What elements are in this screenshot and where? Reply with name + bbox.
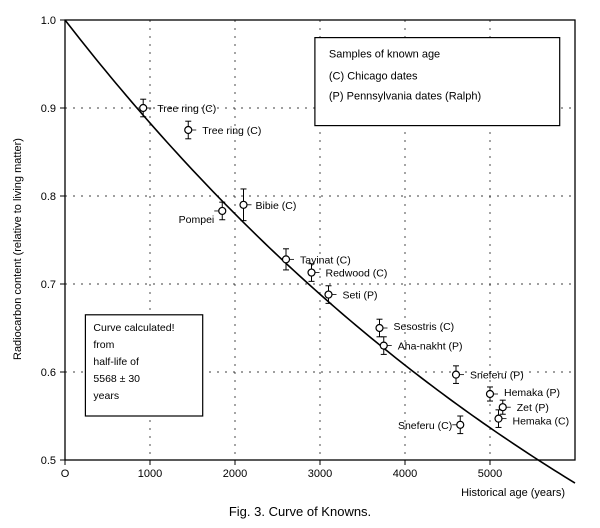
data-point <box>308 269 315 276</box>
y-axis-label: Radiocarbon content (relative to living … <box>12 138 24 360</box>
data-point <box>495 415 502 422</box>
data-point-label: Aha-nakht (P) <box>398 341 463 353</box>
data-point <box>457 421 464 428</box>
x-tick-label: 1000 <box>138 468 162 480</box>
data-point-label: Sneferu (P) <box>470 370 524 382</box>
data-point-label: Redwood (C) <box>326 268 388 280</box>
data-point <box>140 105 147 112</box>
data-point-label: Tayinat (C) <box>300 254 351 266</box>
annotation-line: from <box>93 339 114 351</box>
data-point-label: Zet (P) <box>517 402 549 414</box>
annotation-line: Curve calculated! <box>93 322 174 334</box>
annotation-line: 5568 ± 30 <box>93 373 140 385</box>
data-point <box>219 207 226 214</box>
curve-of-knowns-chart: O 1000 2000 3000 4000 5000 0.5 0.6 0.7 0.8 0.9 1.0 H… <box>0 0 600 528</box>
data-point <box>185 127 192 134</box>
data-point-label: Sneferu (C) <box>398 420 452 432</box>
data-point-label: Bibie (C) <box>256 200 297 212</box>
legend-title: Samples of known age <box>329 49 440 61</box>
y-tick-label: 0.7 <box>41 279 56 291</box>
data-point <box>283 256 290 263</box>
y-tick-label: 1.0 <box>41 15 56 27</box>
x-tick-label: 2000 <box>223 468 247 480</box>
data-point-label: Sesostris (C) <box>394 321 455 333</box>
legend-line: (C) Chicago dates <box>329 71 418 83</box>
y-tick-label: 0.8 <box>41 191 56 203</box>
data-point <box>487 391 494 398</box>
data-point-label: Pompei <box>179 214 215 226</box>
data-point <box>376 325 383 332</box>
data-point-label: Tree ring (C) <box>157 103 216 115</box>
data-point <box>240 201 247 208</box>
data-point-label: Tree ring (C) <box>202 125 261 137</box>
y-tick-label: 0.6 <box>41 367 56 379</box>
figure-caption: Fig. 3. Curve of Knowns. <box>229 504 371 519</box>
data-point-label: Hemaka (P) <box>504 387 560 399</box>
annotation-line: years <box>93 390 119 402</box>
x-axis-label: Historical age (years) <box>461 487 565 499</box>
data-point <box>325 291 332 298</box>
x-tick-label: 3000 <box>308 468 332 480</box>
data-point-label: Hemaka (C) <box>513 416 570 428</box>
x-tick-label: 4000 <box>393 468 417 480</box>
data-point <box>453 371 460 378</box>
x-tick-label: 5000 <box>478 468 502 480</box>
legend-line: (P) Pennsylvania dates (Ralph) <box>329 91 481 103</box>
data-point-label: Seti (P) <box>343 290 378 302</box>
x-tick-label: O <box>61 468 70 480</box>
y-tick-label: 0.9 <box>41 103 56 115</box>
data-point <box>380 342 387 349</box>
annotation-line: half-life of <box>93 356 139 368</box>
y-tick-label: 0.5 <box>41 455 56 467</box>
